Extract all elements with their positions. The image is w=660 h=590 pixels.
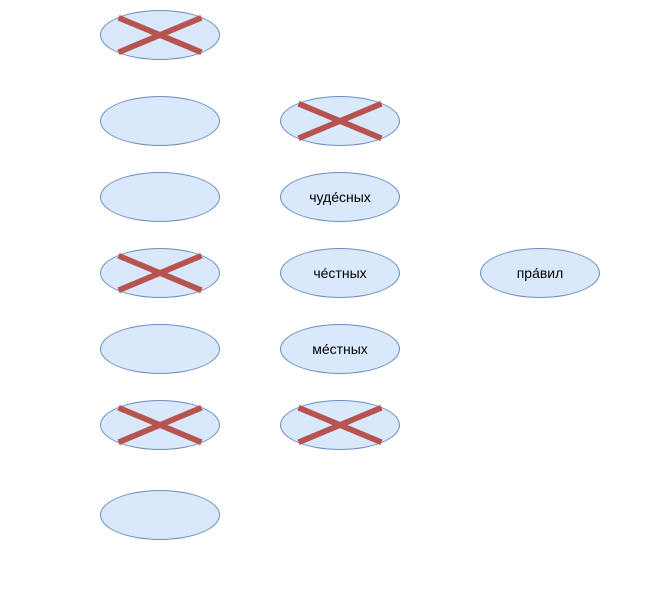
node-label: ме́стных: [312, 341, 368, 357]
diagram-canvas: чуде́сных че́стных ме́стных пра́вил: [0, 0, 660, 590]
cross-icon: [281, 97, 399, 145]
node-c1n3: [100, 172, 220, 222]
node-label: пра́вил: [517, 265, 564, 281]
node-c1n2: [100, 96, 220, 146]
node-c1n5: [100, 324, 220, 374]
node-c2n3: че́стных: [280, 248, 400, 298]
cross-icon: [281, 401, 399, 449]
node-c1n6: [100, 400, 220, 450]
node-c2n4: ме́стных: [280, 324, 400, 374]
cross-icon: [101, 11, 219, 59]
cross-icon: [101, 249, 219, 297]
node-c2n1: [280, 96, 400, 146]
node-c3n1: пра́вил: [480, 248, 600, 298]
node-c2n5: [280, 400, 400, 450]
cross-icon: [101, 401, 219, 449]
node-c2n2: чуде́сных: [280, 172, 400, 222]
node-c1n4: [100, 248, 220, 298]
node-c1n7: [100, 490, 220, 540]
node-label: че́стных: [313, 265, 366, 281]
node-label: чуде́сных: [309, 189, 371, 205]
node-c1n1: [100, 10, 220, 60]
